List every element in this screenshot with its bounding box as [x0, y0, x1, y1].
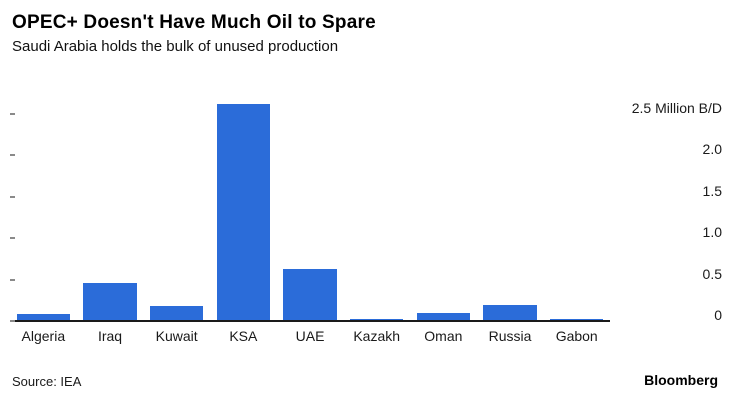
bar-column — [477, 92, 544, 320]
bar-column — [343, 92, 410, 320]
bar-gabon — [550, 319, 604, 320]
x-tick-label: Algeria — [21, 328, 66, 344]
bar-column — [210, 92, 277, 320]
y-tick-mark — [10, 196, 15, 198]
y-tick-mark — [10, 154, 15, 156]
y-tick-label: 0.5 — [702, 266, 722, 282]
x-tick-label: UAE — [295, 328, 325, 344]
x-tick-label: Russia — [488, 328, 532, 344]
bar-kazakh — [350, 319, 404, 320]
y-tick-mark — [10, 279, 15, 281]
y-tick-mark — [10, 320, 15, 322]
bar-column — [277, 92, 344, 320]
y-tick-label: 2.5 Million B/D — [631, 100, 722, 116]
page-title: OPEC+ Doesn't Have Much Oil to Spare — [12, 12, 376, 33]
bar-column — [410, 92, 477, 320]
x-tick-label: Gabon — [555, 328, 598, 344]
bar-kuwait — [150, 306, 204, 320]
source-label: Source: IEA — [12, 374, 82, 389]
bar-column — [77, 92, 144, 320]
bar-iraq — [83, 283, 137, 320]
x-tick-label: Kuwait — [155, 328, 198, 344]
x-tick-label: KSA — [229, 328, 258, 344]
y-tick-label: 1.0 — [702, 224, 722, 240]
page-subtitle: Saudi Arabia holds the bulk of unused pr… — [12, 38, 339, 55]
bloomberg-logo: Bloomberg — [644, 372, 718, 388]
y-tick-label: 0 — [714, 307, 722, 323]
bar-oman — [416, 313, 471, 320]
y-tick-label: 2.0 — [702, 141, 722, 157]
bar-algeria — [16, 314, 70, 320]
x-axis-labels: Algeria Iraq Kuwait KSA UAE Kazakh Oman Russia G… — [10, 328, 610, 344]
x-tick-label: Iraq — [97, 328, 123, 344]
x-tick-label: Kazakh — [353, 328, 401, 344]
bar-ksa — [216, 104, 271, 320]
bar-russia — [483, 305, 537, 320]
y-tick-mark — [10, 113, 15, 115]
bar-column — [143, 92, 210, 320]
plot-area — [10, 92, 610, 322]
y-tick-mark — [10, 237, 15, 239]
y-tick-label: 1.5 — [702, 183, 722, 199]
bar-uae — [283, 269, 337, 320]
x-tick-label: Oman — [424, 328, 463, 344]
bar-column — [543, 92, 610, 320]
bar-chart: Algeria Iraq Kuwait KSA UAE Kazakh Oman Russia G… — [10, 92, 722, 352]
bar-column — [10, 92, 77, 320]
